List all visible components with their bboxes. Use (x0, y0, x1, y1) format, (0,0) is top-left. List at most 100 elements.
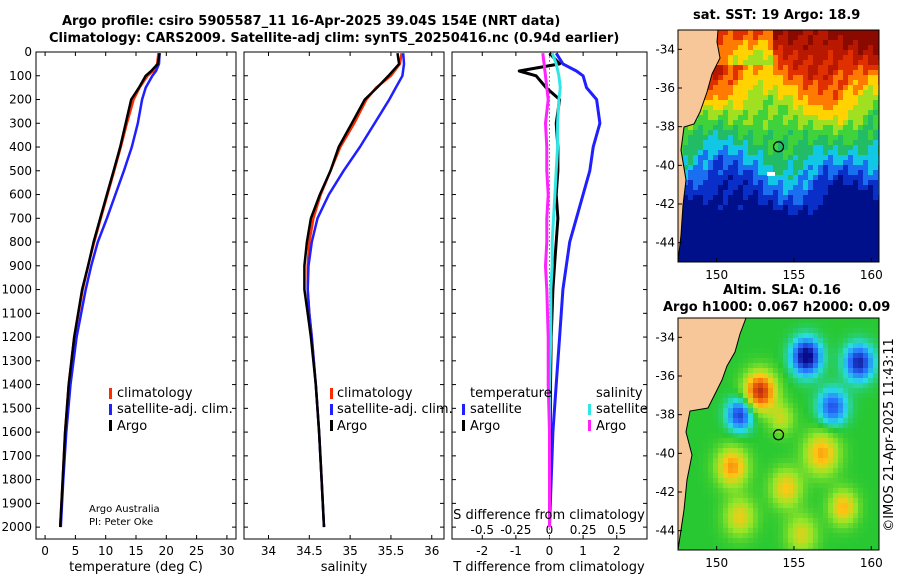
sst-cell (708, 115, 713, 120)
sst-cell (833, 185, 838, 190)
sst-cell (858, 160, 863, 165)
sst-cell (848, 95, 853, 100)
sst-cell (868, 235, 873, 240)
sst-cell (863, 260, 868, 262)
sla-cell (748, 333, 753, 338)
sla-cell (873, 473, 878, 478)
sla-cell (688, 523, 693, 528)
sla-cell (728, 523, 733, 528)
sst-cell (768, 150, 773, 155)
sst-cell (848, 65, 853, 70)
sst-cell (758, 250, 763, 255)
sla-cell (848, 333, 853, 338)
sla-cell (748, 493, 753, 498)
sla-cell (813, 478, 818, 483)
sst-cell (783, 30, 788, 35)
sst-cell (848, 145, 853, 150)
sla-cell (698, 443, 703, 448)
sst-cell (758, 205, 763, 210)
sla-cell (738, 358, 743, 363)
sst-cell (803, 60, 808, 65)
sst-cell (743, 195, 748, 200)
sst-cell (823, 245, 828, 250)
sla-cell (678, 543, 683, 548)
sst-cell (738, 255, 743, 260)
sst-cell (818, 175, 823, 180)
sla-cell (798, 523, 803, 528)
sst-cell (748, 135, 753, 140)
sla-cell (873, 368, 878, 373)
sst-cell (793, 90, 798, 95)
sla-cell (763, 443, 768, 448)
sla-cell (743, 528, 748, 533)
sst-cell (848, 175, 853, 180)
sla-cell (778, 418, 783, 423)
sla-cell (868, 363, 873, 368)
map-x-tick-label: 150 (705, 268, 728, 282)
sst-cell (873, 145, 878, 150)
sst-cell (788, 115, 793, 120)
sst-cell (768, 105, 773, 110)
sst-cell (738, 205, 743, 210)
sst-cell (868, 200, 873, 205)
sla-cell (843, 518, 848, 523)
sst-cell (718, 110, 723, 115)
sla-cell (863, 428, 868, 433)
sla-cell (868, 373, 873, 378)
sst-cell (808, 240, 813, 245)
sst-cell (863, 220, 868, 225)
sla-cell (808, 418, 813, 423)
sla-cell (838, 528, 843, 533)
sla-cell (823, 438, 828, 443)
sst-cell (693, 160, 698, 165)
sst-cell (798, 190, 803, 195)
sla-cell (738, 478, 743, 483)
sla-cell (738, 403, 743, 408)
sla-cell (803, 548, 808, 550)
sla-cell (713, 493, 718, 498)
sla-cell (863, 483, 868, 488)
sla-cell (703, 488, 708, 493)
sst-cell (783, 255, 788, 260)
sla-cell (748, 513, 753, 518)
sst-cell (723, 90, 728, 95)
sla-cell (783, 353, 788, 358)
sla-cell (733, 353, 738, 358)
sla-cell (798, 503, 803, 508)
sst-cell (873, 115, 878, 120)
sst-cell (773, 35, 778, 40)
sla-cell (813, 488, 818, 493)
sst-cell (708, 215, 713, 220)
sst-cell (853, 205, 858, 210)
sla-cell (733, 508, 738, 513)
sla-cell (828, 498, 833, 503)
sst-cell (813, 240, 818, 245)
sla-cell (828, 493, 833, 498)
sla-cell (778, 413, 783, 418)
temperature-xlabel: temperature (deg C) (69, 560, 203, 575)
sla-cell (828, 433, 833, 438)
sla-cell (833, 333, 838, 338)
sla-cell (868, 428, 873, 433)
sst-cell (838, 210, 843, 215)
sst-cell (708, 175, 713, 180)
sst-cell (763, 170, 768, 175)
sst-cell (868, 210, 873, 215)
sla-cell (733, 468, 738, 473)
map-x-tick-label: 150 (705, 556, 728, 570)
sst-cell (738, 115, 743, 120)
sst-cell (793, 220, 798, 225)
sst-cell (828, 205, 833, 210)
sst-cell (873, 255, 878, 260)
sla-cell (738, 548, 743, 550)
sla-cell (723, 543, 728, 548)
sst-cell (798, 225, 803, 230)
sla-cell (808, 528, 813, 533)
sst-cell (818, 75, 823, 80)
sst-cell (723, 120, 728, 125)
sla-cell (868, 448, 873, 453)
depth-tick-label: 1300 (1, 354, 32, 368)
sst-cell (753, 35, 758, 40)
sst-cell (798, 245, 803, 250)
sla-cell (783, 348, 788, 353)
